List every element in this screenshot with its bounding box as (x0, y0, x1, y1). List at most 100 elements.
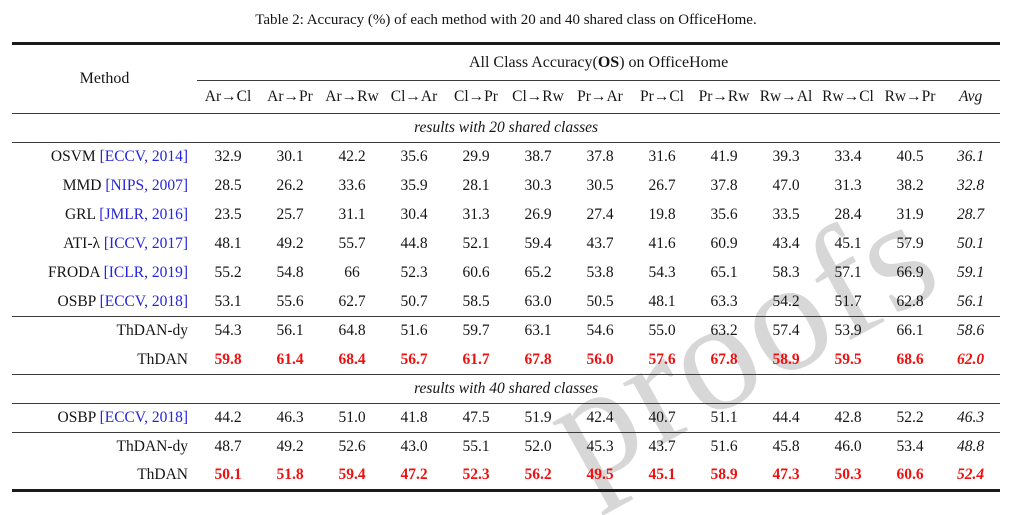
value-cell: 45.8 (755, 432, 817, 462)
value-cell: 44.4 (772, 409, 800, 426)
value-cell: 40.7 (648, 409, 676, 426)
method-name: ThDAN-dy (116, 438, 188, 456)
section-header-row: results with 20 shared classes (12, 113, 1001, 143)
value-cell: 47.5 (462, 409, 490, 426)
method-name: ATI-λ (63, 235, 101, 252)
value-cell: 55.7 (338, 235, 366, 252)
column-header-10: Rw→Al (759, 88, 813, 105)
value-cell: 59.5 (834, 350, 862, 368)
value-cell: 56.0 (586, 350, 614, 368)
value-cell: 35.6 (710, 206, 738, 223)
value-cell: 50.3 (834, 466, 862, 484)
value-cell: 39.3 (772, 148, 800, 166)
value-cell: 55.2 (214, 264, 242, 281)
avg-cell: 50.1 (957, 235, 985, 252)
value-cell: 50.1 (214, 466, 242, 484)
value-cell: 40.5 (896, 148, 924, 166)
table-row-ThDAN-dy: ThDAN-dy 54.3 56.1 64.8 51.6 59.7 63.1 54.6 55.0… (12, 316, 1001, 346)
value-cell: 52.2 (896, 409, 924, 426)
value-cell: 37.8 (710, 177, 738, 194)
value-cell: 61.7 (462, 350, 490, 368)
table-row-MMD: MMD [NIPS, 2007] 28.5 26.2 33.6 35.9 28.1 30.3… (12, 172, 1000, 201)
method-name: OSBP (57, 409, 96, 426)
value-cell: 68.6 (896, 350, 924, 368)
column-header-9: Pr→Rw (698, 88, 750, 105)
citation-link[interactable]: [JMLR, 2016] (95, 206, 188, 223)
value-cell: 32.9 (214, 148, 242, 166)
value-cell: 63.0 (524, 292, 552, 310)
value-cell: 51.0 (338, 409, 366, 426)
table-row-OSVM: OSVM [ECCV, 2014] 32.9 30.1 42.2 35.6 29.9 38.… (12, 143, 1000, 172)
value-cell: 48.1 (214, 235, 242, 252)
value-cell: 30.4 (400, 206, 428, 223)
value-cell: 23.5 (214, 206, 242, 223)
table-row-ThDAN-dy: ThDAN-dy 48.7 49.2 52.6 43.0 55.1 52.0 45.3 43.7… (12, 432, 1001, 462)
method-cell: ThDAN-dy (12, 432, 197, 462)
method-name: OSBP (57, 292, 96, 310)
value-cell: 30.5 (586, 177, 614, 194)
value-cell: 63.3 (710, 292, 738, 310)
value-cell: 47.3 (772, 466, 800, 484)
value-cell: 62.7 (338, 292, 366, 310)
method-cell: ATI-λ [ICCV, 2017] (12, 230, 197, 259)
value-cell: 35.9 (400, 177, 428, 194)
avg-cell: 62.0 (957, 350, 985, 368)
citation-link[interactable]: [ECCV, 2014] (95, 148, 188, 166)
value-cell: 43.0 (383, 432, 445, 462)
value-cell: 37.8 (586, 148, 614, 166)
avg-cell: 32.8 (957, 177, 985, 194)
span-header-suffix: ) on OfficeHome (619, 53, 729, 71)
value-cell: 66.9 (896, 264, 924, 281)
value-cell: 60.6 (896, 466, 924, 484)
value-cell: 47.0 (772, 177, 800, 194)
citation-link[interactable]: [ECCV, 2018] (95, 292, 188, 310)
value-cell: 31.9 (896, 206, 924, 223)
value-cell: 50.5 (586, 292, 614, 310)
value-cell: 26.2 (276, 177, 304, 194)
method-cell: ThDAN-dy (12, 316, 197, 346)
value-cell: 67.8 (710, 350, 738, 368)
value-cell: 33.5 (772, 206, 800, 223)
value-cell: 61.4 (276, 350, 304, 368)
method-name: OSVM (50, 148, 96, 166)
value-cell: 25.7 (276, 206, 304, 223)
method-cell: OSBP [ECCV, 2018] (12, 288, 197, 317)
value-cell: 48.1 (648, 292, 676, 310)
value-cell: 51.6 (693, 432, 755, 462)
citation-link[interactable]: [NIPS, 2007] (101, 177, 188, 194)
value-cell: 46.3 (276, 409, 304, 426)
citation-link[interactable]: [ICLR, 2019] (99, 264, 188, 281)
value-cell: 26.9 (524, 206, 552, 223)
value-cell: 54.3 (648, 264, 676, 281)
value-cell: 45.3 (569, 432, 631, 462)
method-name: FRODA (48, 264, 100, 281)
avg-cell: 46.3 (957, 409, 985, 426)
value-cell: 42.4 (586, 409, 614, 426)
table-row-OSBP: OSBP [ECCV, 2018] 53.1 55.6 62.7 50.7 58.5 63.… (12, 288, 1000, 317)
column-header-6: Cl→Rw (512, 88, 564, 105)
value-cell: 33.4 (834, 148, 862, 166)
value-cell: 55.6 (276, 292, 304, 310)
value-cell: 52.6 (321, 432, 383, 462)
value-cell: 43.7 (586, 235, 614, 252)
column-header-4: Cl→Ar (390, 88, 438, 105)
value-cell: 52.3 (462, 466, 490, 484)
value-cell: 54.6 (569, 316, 631, 346)
column-header-13: Avg (958, 88, 983, 105)
table-content: Table 2: Accuracy (%) of each method wit… (12, 12, 1001, 492)
table-body: results with 20 shared classes OSVM [ECCV… (12, 113, 1001, 491)
value-cell: 59.8 (214, 350, 242, 368)
value-cell: 44.2 (214, 409, 242, 426)
citation-link[interactable]: [ICCV, 2017] (100, 235, 188, 252)
value-cell: 26.7 (648, 177, 676, 194)
value-cell: 66 (344, 264, 360, 281)
value-cell: 49.5 (586, 466, 614, 484)
table-header: Method All Class Accuracy(OS) on OfficeH… (12, 43, 1001, 114)
value-cell: 55.1 (445, 432, 507, 462)
value-cell: 35.6 (400, 148, 428, 166)
value-cell: 31.3 (834, 177, 862, 194)
value-cell: 51.9 (524, 409, 552, 426)
table-caption: Table 2: Accuracy (%) of each method wit… (255, 12, 757, 28)
value-cell: 58.3 (772, 264, 800, 281)
citation-link[interactable]: [ECCV, 2018] (95, 409, 188, 426)
